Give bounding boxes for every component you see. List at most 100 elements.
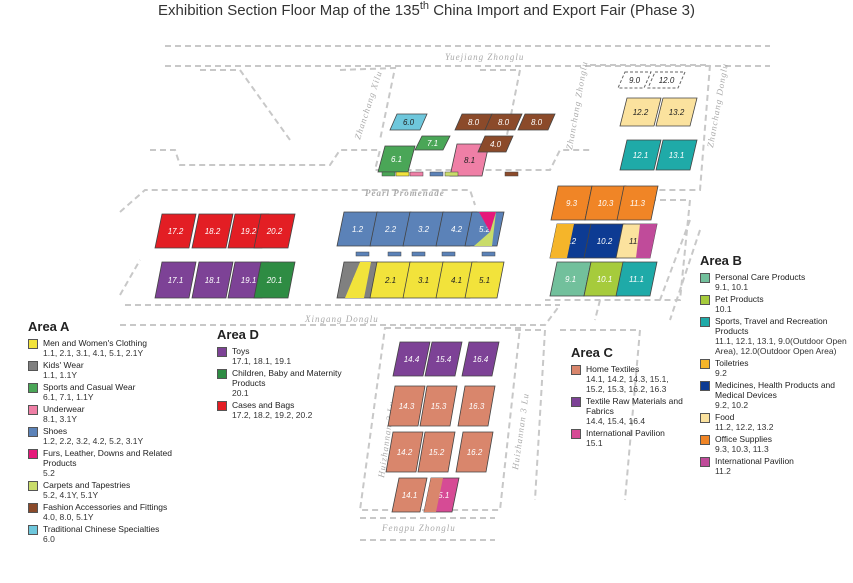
booth-label: 14.4	[404, 355, 420, 364]
booth-shape	[461, 341, 500, 377]
booth-shape	[655, 97, 698, 127]
booth-shape	[391, 477, 428, 513]
booth-label: 6.1	[391, 155, 402, 164]
booth-shape	[417, 431, 456, 473]
booth-accent	[424, 478, 443, 512]
booth-shape	[647, 71, 686, 89]
booth-label: 13.1	[669, 151, 685, 160]
legend-swatch	[700, 381, 710, 391]
legend-swatch	[571, 397, 581, 407]
legend-item: Children, Baby and Maternity Products 20.…	[217, 368, 362, 398]
booth-label: 10.3	[598, 199, 614, 208]
booth-label: 12.1	[633, 151, 649, 160]
booth-shape	[464, 261, 505, 299]
booth-label: 19.1	[241, 276, 257, 285]
legend-item: Pet Products 10.1	[700, 294, 848, 314]
booth-6-1: 6.1	[377, 145, 416, 173]
booth-label: 4.2	[451, 225, 463, 234]
legend-item: Food 11.2, 12.2, 13.2	[700, 412, 848, 432]
legend-item-codes: 20.1	[232, 388, 249, 398]
booth-shape	[414, 135, 451, 151]
booth-16-2: 16.2	[455, 431, 494, 473]
hall-strip	[481, 251, 496, 257]
legend-item-name: International Pavilion	[586, 428, 665, 438]
booth-label: 8.0	[531, 118, 543, 127]
legend-swatch	[700, 295, 710, 305]
legend-item: Cases and Bags 17.2, 18.2, 19.2, 20.2	[217, 400, 362, 420]
booth-5-1: 5.1	[464, 261, 505, 299]
booth-accent	[550, 224, 574, 258]
legend-swatch	[217, 347, 227, 357]
hall-strip	[355, 251, 370, 257]
booth-shape	[154, 213, 197, 249]
booth-shape	[615, 261, 658, 297]
booth-label: 12.0	[659, 76, 675, 85]
booth-shape	[517, 113, 556, 131]
booth-label: 7.1	[427, 139, 438, 148]
booth-label: 15.4	[436, 355, 452, 364]
booth-shape	[655, 139, 698, 171]
booth-label: 4.1	[451, 276, 462, 285]
legend-item-name: Sports, Travel and Recreation Products	[715, 316, 828, 336]
booth-14-1: 14.1	[391, 477, 428, 513]
booth-label: 11.1	[629, 275, 644, 284]
booth-15-4: 15.4	[424, 341, 463, 377]
booth-12-2: 12.2	[619, 97, 662, 127]
legend-item-name: Cases and Bags	[232, 400, 295, 410]
booth-shape	[619, 97, 662, 127]
legend-item-name: Fashion Accessories and Fittings	[43, 502, 168, 512]
booth-label: 19.2	[241, 227, 257, 236]
legend-item-codes: 1.1, 1.1Y	[43, 370, 78, 380]
legend-item-codes: 11.2	[715, 466, 731, 476]
legend-item-codes: 9.3, 10.3, 11.3	[715, 444, 769, 454]
booth-20-2: 20.2	[253, 213, 296, 249]
legend-item-name: Kids' Wear	[43, 360, 84, 370]
booth-label: 5.2	[479, 225, 491, 234]
booth-shape	[387, 385, 426, 427]
legend-item-name: Furs, Leather, Downs and Related Product…	[43, 448, 172, 468]
legend-item: Sports and Casual Wear 6.1, 7.1, 1.1Y	[28, 382, 198, 402]
booth-label: 2.1	[384, 276, 396, 285]
legend-item-codes: 9.1, 10.1	[715, 282, 749, 292]
booth-label: 1.2	[352, 225, 364, 234]
booth-label: 15.1	[434, 491, 450, 500]
legend-item-name: Home Textiles	[586, 364, 640, 374]
legend-item-codes: 5.2, 4.1Y, 5.1Y	[43, 490, 99, 500]
legend-item-codes: 6.1, 7.1, 1.1Y	[43, 392, 94, 402]
booth-accent	[345, 262, 371, 298]
booth-shape	[392, 341, 431, 377]
legend-item: Medicines, Health Products and Medical D…	[700, 380, 848, 410]
booth-label: 15.3	[431, 402, 447, 411]
booth-blocks: 6.0 7.1 6.1 8.1 8.0 8.0 8.0 4.0 9.0 12.0 12.2 13.2 1…	[154, 71, 698, 513]
booth-label: 9.1	[565, 275, 576, 284]
legend-item-name: Toys	[232, 346, 250, 356]
booth-16-3: 16.3	[457, 385, 496, 427]
legend-item-name: Children, Baby and Maternity Products	[232, 368, 342, 388]
legend-item: Fashion Accessories and Fittings 4.0, 8.0…	[28, 502, 198, 522]
legend-swatch	[28, 361, 38, 371]
hall-strip	[411, 251, 426, 257]
booth-12-0: 12.0	[647, 71, 686, 89]
booth-label: 9.0	[629, 76, 641, 85]
booth-20-1: 20.1	[253, 261, 296, 299]
booth-label: 11.2	[629, 237, 645, 246]
legend-area-c-title: Area C	[571, 345, 613, 360]
booth-shape	[617, 71, 652, 89]
booth-shape	[455, 431, 494, 473]
booth-14-4: 14.4	[392, 341, 431, 377]
booth-label: 17.1	[168, 276, 184, 285]
legend-item-codes: 9.2	[715, 368, 727, 378]
legend-item-name: Shoes	[43, 426, 68, 436]
booth-9-0: 9.0	[617, 71, 652, 89]
road-label-pearl: Pearl Promenade	[365, 188, 445, 198]
booth-shape	[477, 135, 514, 153]
road-label-fengpu: Fengpu Zhonglu	[381, 523, 456, 533]
booth-label: 9.2	[565, 237, 577, 246]
booth-shape	[424, 341, 463, 377]
legend-item: Men and Women's Clothing 1.1, 2.1, 3.1, 4…	[28, 338, 198, 358]
legend-item: Carpets and Tapestries 5.2, 4.1Y, 5.1Y	[28, 480, 198, 500]
legend-area-a: Area A Men and Women's Clothing 1.1, 2.1,…	[28, 320, 198, 546]
booth-shape	[154, 261, 197, 299]
booth-accents	[345, 171, 657, 512]
booth-4-0: 4.0	[477, 135, 514, 153]
